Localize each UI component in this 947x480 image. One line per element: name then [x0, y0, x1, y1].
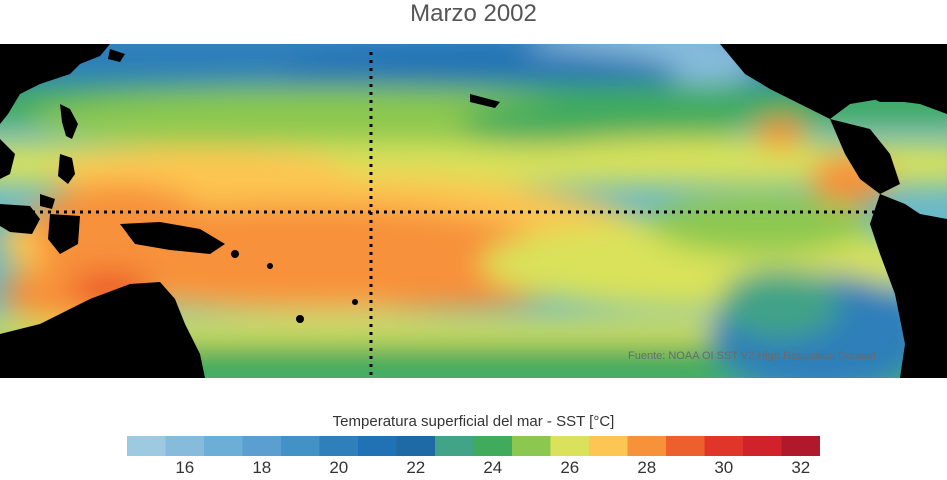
- reference-lines: [0, 52, 880, 378]
- colorbar-swatch: [281, 436, 320, 456]
- colorbar-swatch: [165, 436, 205, 456]
- colorbar-label: Temperatura superficial del mar - SST [°…: [332, 413, 615, 430]
- colorbar-swatch: [627, 436, 667, 456]
- colorbar-swatch: [473, 436, 513, 456]
- colorbar-swatch: [512, 436, 551, 456]
- colorbar-tick-label: 16: [175, 458, 195, 477]
- data-source-note: Fuente: NOAA OI SST V2 High Resolution D…: [628, 350, 877, 362]
- colorbar-swatch: [358, 436, 397, 456]
- colorbar-swatch: [666, 436, 705, 456]
- land-masses: [0, 44, 947, 378]
- colorbar-tick-label: 26: [560, 458, 580, 477]
- colorbar-swatch: [319, 436, 359, 456]
- colorbar-tick-label: 32: [791, 458, 811, 477]
- colorbar-tick-label: 18: [252, 458, 272, 477]
- colorbar-swatch: [743, 436, 782, 456]
- colorbar-tick-label: 20: [329, 458, 349, 477]
- colorbar-swatch: [550, 436, 590, 456]
- colorbar-swatch: [396, 436, 436, 456]
- colorbar-swatch: [435, 436, 474, 456]
- colorbar-tick-label: 24: [483, 458, 503, 477]
- sst-map: [0, 44, 947, 378]
- map-title: Marzo 2002: [410, 0, 537, 27]
- colorbar-ticks: 16 18 20 22 24 26 28 30 32: [0, 458, 947, 480]
- colorbar-swatch: [127, 436, 166, 456]
- colorbar-swatch: [704, 436, 744, 456]
- colorbar-swatch: [242, 436, 282, 456]
- colorbar-swatch: [204, 436, 243, 456]
- colorbar-tick-label: 22: [406, 458, 426, 477]
- colorbar: [127, 436, 820, 456]
- colorbar-swatch: [589, 436, 628, 456]
- colorbar-tick-label: 28: [637, 458, 657, 477]
- colorbar-tick-label: 30: [714, 458, 734, 477]
- colorbar-swatch: [781, 436, 820, 456]
